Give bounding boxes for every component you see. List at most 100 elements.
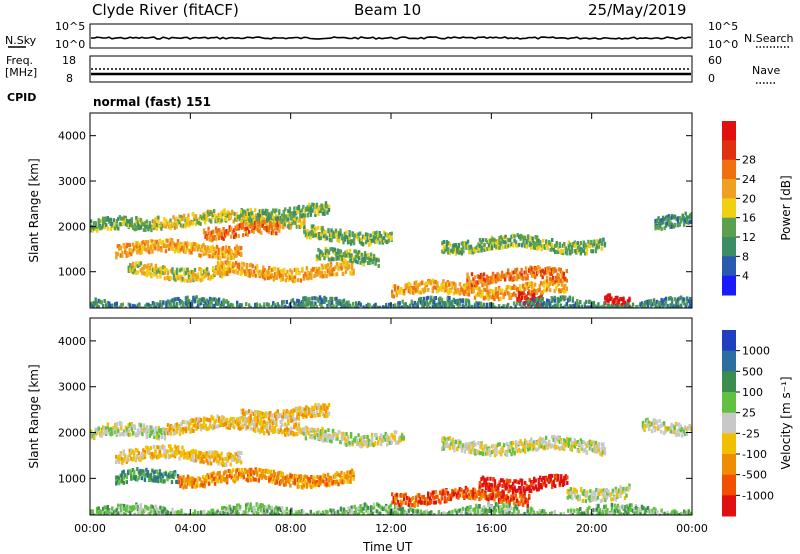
power-cell bbox=[160, 271, 164, 276]
power-cell bbox=[289, 268, 292, 273]
power-cell bbox=[245, 263, 248, 268]
power-cell bbox=[339, 254, 343, 259]
velocity-cell bbox=[314, 413, 317, 418]
power-cell bbox=[505, 285, 508, 290]
power-cell bbox=[578, 247, 581, 252]
power-cell bbox=[145, 269, 149, 274]
power-cell bbox=[109, 222, 112, 226]
power-cell bbox=[543, 306, 546, 308]
power-cell bbox=[559, 289, 562, 294]
power-cell bbox=[310, 224, 314, 229]
velocity-cell bbox=[285, 414, 288, 419]
power-cell bbox=[211, 297, 215, 302]
power-cell bbox=[559, 278, 562, 283]
power-cell bbox=[250, 262, 253, 267]
power-cell bbox=[487, 276, 490, 280]
power-cell bbox=[260, 230, 263, 235]
power-cell bbox=[486, 240, 489, 245]
power-cell bbox=[407, 289, 410, 294]
power-cell bbox=[466, 298, 469, 303]
power-cell bbox=[473, 280, 477, 285]
velocity-cell bbox=[324, 414, 328, 419]
power-cell bbox=[618, 303, 621, 308]
power-cell bbox=[318, 295, 322, 300]
power-cell bbox=[282, 209, 285, 214]
power-cell bbox=[104, 309, 106, 313]
power-cell bbox=[317, 269, 321, 274]
velocity-cell bbox=[260, 426, 263, 431]
power-cell bbox=[199, 298, 203, 302]
power-cell bbox=[159, 270, 162, 275]
power-cell bbox=[449, 289, 453, 294]
power-cell bbox=[320, 207, 323, 212]
power-cell bbox=[271, 313, 273, 317]
velocity-cell bbox=[343, 436, 347, 441]
velocity-cell bbox=[360, 444, 363, 449]
power-cell bbox=[178, 298, 182, 303]
power-cell bbox=[567, 306, 570, 308]
velocity-cell bbox=[254, 413, 257, 418]
power-cell bbox=[316, 268, 319, 273]
power-cell bbox=[310, 229, 314, 234]
velocity-cell bbox=[183, 427, 186, 432]
power-cell bbox=[120, 304, 123, 308]
power-cell bbox=[120, 310, 122, 314]
power-cell bbox=[396, 311, 398, 315]
power-cell bbox=[501, 312, 503, 316]
velocity-cell bbox=[270, 428, 273, 433]
power-cell bbox=[683, 216, 686, 221]
velocity-cell bbox=[304, 425, 308, 430]
power-cell bbox=[552, 267, 555, 272]
power-cell bbox=[157, 247, 160, 252]
power-cell bbox=[290, 308, 292, 312]
power-cell bbox=[508, 272, 511, 277]
velocity-cell bbox=[302, 407, 305, 412]
velocity-cell bbox=[276, 429, 279, 434]
power-cell bbox=[510, 309, 512, 313]
velocity-cell bbox=[310, 427, 314, 432]
power-cell bbox=[476, 302, 480, 307]
power-cell bbox=[268, 270, 271, 275]
power-cell bbox=[129, 218, 132, 223]
velocity-cell bbox=[245, 417, 248, 421]
power-cell bbox=[464, 298, 468, 303]
power-cell bbox=[596, 239, 599, 243]
power-cell bbox=[431, 298, 434, 303]
power-cell bbox=[260, 270, 263, 274]
power-cell bbox=[374, 257, 377, 262]
power-cell bbox=[176, 242, 180, 247]
power-cell bbox=[514, 293, 517, 298]
power-cell bbox=[447, 247, 450, 252]
power-cell bbox=[218, 212, 222, 217]
power-cell bbox=[259, 272, 262, 277]
power-cell bbox=[154, 305, 158, 308]
power-cell bbox=[365, 310, 367, 314]
power-cell bbox=[150, 224, 153, 229]
power-cell bbox=[459, 250, 462, 255]
power-cell bbox=[90, 228, 93, 233]
power-cell bbox=[519, 233, 522, 238]
power-cell bbox=[499, 276, 502, 281]
power-cell bbox=[542, 244, 545, 249]
power-cell bbox=[442, 240, 446, 244]
velocity-cell bbox=[142, 427, 146, 432]
power-cell bbox=[497, 287, 501, 292]
power-cell bbox=[401, 288, 404, 293]
velocity-cell bbox=[245, 410, 248, 415]
power-cell bbox=[404, 283, 407, 288]
power-cell bbox=[528, 298, 531, 303]
power-cell bbox=[296, 267, 300, 272]
power-cell bbox=[311, 301, 314, 306]
power-cell bbox=[330, 247, 334, 251]
power-cell bbox=[263, 211, 266, 215]
power-cell bbox=[401, 299, 404, 304]
power-cell bbox=[309, 230, 312, 235]
power-cell bbox=[245, 302, 248, 307]
velocity-cell bbox=[195, 426, 198, 431]
power-cell bbox=[561, 295, 564, 300]
power-cell bbox=[428, 300, 431, 305]
power-cell bbox=[240, 219, 243, 224]
power-cell bbox=[477, 242, 480, 247]
power-cell bbox=[609, 313, 611, 317]
power-cell bbox=[484, 287, 487, 292]
